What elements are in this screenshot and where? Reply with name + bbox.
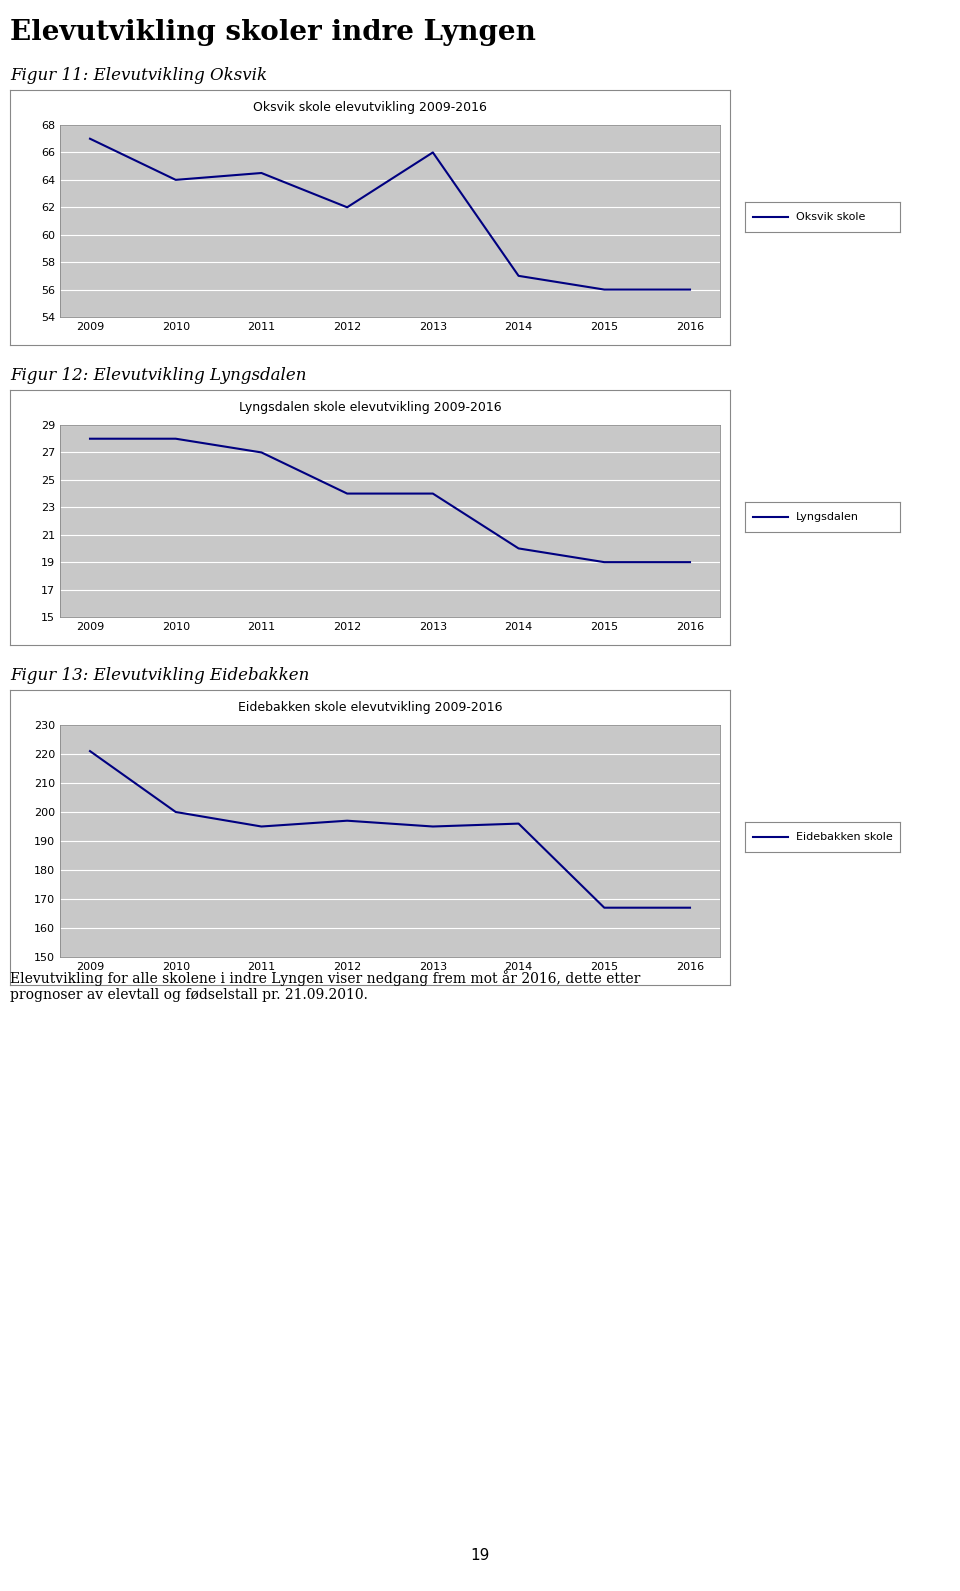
Text: Lyngsdalen skole elevutvikling 2009-2016: Lyngsdalen skole elevutvikling 2009-2016 xyxy=(239,401,501,414)
Text: Figur 11: Elevutvikling Oksvik: Figur 11: Elevutvikling Oksvik xyxy=(10,67,267,84)
Text: 19: 19 xyxy=(470,1548,490,1562)
Text: Elevutvikling skoler indre Lyngen: Elevutvikling skoler indre Lyngen xyxy=(10,19,536,46)
Text: Lyngsdalen: Lyngsdalen xyxy=(796,512,859,522)
Text: Oksvik skole elevutvikling 2009-2016: Oksvik skole elevutvikling 2009-2016 xyxy=(253,100,487,115)
Text: Figur 13: Elevutvikling Eidebakken: Figur 13: Elevutvikling Eidebakken xyxy=(10,668,309,684)
Text: Figur 12: Elevutvikling Lyngsdalen: Figur 12: Elevutvikling Lyngsdalen xyxy=(10,368,306,385)
Text: Eidebakken skole: Eidebakken skole xyxy=(796,832,893,842)
Text: Eidebakken skole elevutvikling 2009-2016: Eidebakken skole elevutvikling 2009-2016 xyxy=(238,702,502,714)
Text: Elevutvikling for alle skolene i indre Lyngen viser nedgang frem mot år 2016, de: Elevutvikling for alle skolene i indre L… xyxy=(10,971,640,1002)
Text: Oksvik skole: Oksvik skole xyxy=(796,212,866,223)
